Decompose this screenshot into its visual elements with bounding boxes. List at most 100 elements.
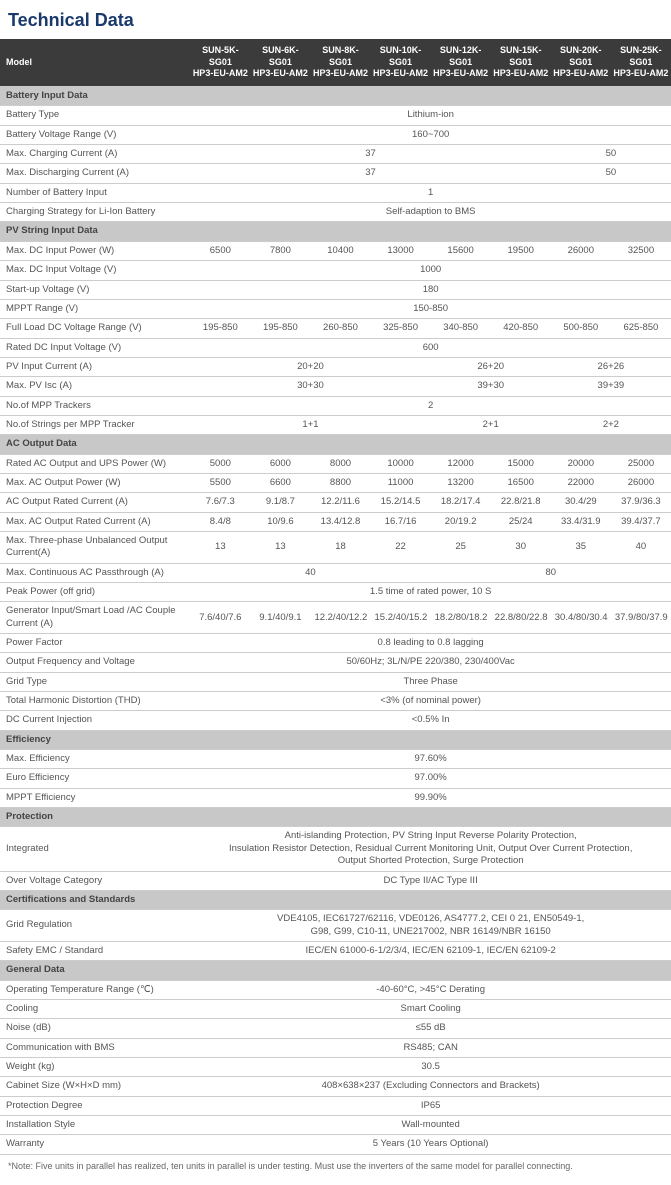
cell: 13200 <box>431 473 491 492</box>
cell: 10000 <box>371 454 431 473</box>
row-label: Start-up Voltage (V) <box>0 280 190 299</box>
col-model-6: SUN-20K-SG01HP3-EU-AM2 <box>551 39 611 87</box>
cell: 12.2/11.6 <box>310 493 370 512</box>
row-label: Warranty <box>0 1135 190 1154</box>
cell: 22.8/21.8 <box>491 493 551 512</box>
cell: 8800 <box>310 473 370 492</box>
row-label: Euro Efficiency <box>0 769 190 788</box>
cell: 12000 <box>431 454 491 473</box>
col-model-7: SUN-25K-SG01HP3-EU-AM2 <box>611 39 671 87</box>
cell: <3% (of nominal power) <box>190 692 671 711</box>
cell: 50/60Hz; 3L/N/PE 220/380, 230/400Vac <box>190 653 671 672</box>
spec-table: ModelSUN-5K-SG01HP3-EU-AM2SUN-6K-SG01HP3… <box>0 39 671 1155</box>
cell: 30+30 <box>190 377 430 396</box>
row-label: Max. Three-phase Unbalanced Output Curre… <box>0 531 190 563</box>
row-label: Max. PV Isc (A) <box>0 377 190 396</box>
row-label: Communication with BMS <box>0 1038 190 1057</box>
cell: 150-850 <box>190 299 671 318</box>
page-title: Technical Data <box>0 0 671 39</box>
cell: 13.4/12.8 <box>310 512 370 531</box>
row-label: Charging Strategy for Li-Ion Battery <box>0 203 190 222</box>
col-model-4: SUN-12K-SG01HP3-EU-AM2 <box>431 39 491 87</box>
cell: Wall-mounted <box>190 1115 671 1134</box>
col-model-5: SUN-15K-SG01HP3-EU-AM2 <box>491 39 551 87</box>
cell: 25000 <box>611 454 671 473</box>
row-label: Safety EMC / Standard <box>0 941 190 960</box>
row-label: Rated DC Input Voltage (V) <box>0 338 190 357</box>
row-label: Installation Style <box>0 1115 190 1134</box>
section-header: General Data <box>0 961 671 980</box>
row-label: Grid Regulation <box>0 910 190 942</box>
cell: 37 <box>190 145 550 164</box>
cell: 8.4/8 <box>190 512 250 531</box>
cell: 1.5 time of rated power, 10 S <box>190 583 671 602</box>
row-label: Battery Voltage Range (V) <box>0 125 190 144</box>
row-label: Total Harmonic Distortion (THD) <box>0 692 190 711</box>
cell: 16500 <box>491 473 551 492</box>
cell: 2 <box>190 396 671 415</box>
cell: 20+20 <box>190 357 430 376</box>
cell: 260-850 <box>310 319 370 338</box>
cell: 8000 <box>310 454 370 473</box>
row-label: DC Current Injection <box>0 711 190 730</box>
cell: 80 <box>431 563 671 582</box>
footnote: *Note: Five units in parallel has realiz… <box>0 1155 671 1185</box>
cell: -40-60°C, >45°C Derating <box>190 980 671 999</box>
cell: 25 <box>431 531 491 563</box>
row-label: Generator Input/Smart Load /AC Couple Cu… <box>0 602 190 634</box>
cell: 12.2/40/12.2 <box>310 602 370 634</box>
cell: 15.2/40/15.2 <box>371 602 431 634</box>
cell: Anti-islanding Protection, PV String Inp… <box>190 827 671 871</box>
cell: 9.1/40/9.1 <box>250 602 310 634</box>
cell: <0.5% In <box>190 711 671 730</box>
col-model-2: SUN-8K-SG01HP3-EU-AM2 <box>310 39 370 87</box>
cell: 26000 <box>611 473 671 492</box>
cell: 18.2/17.4 <box>431 493 491 512</box>
row-label: Protection Degree <box>0 1096 190 1115</box>
cell: 13000 <box>371 241 431 260</box>
cell: 195-850 <box>250 319 310 338</box>
col-model-1: SUN-6K-SG01HP3-EU-AM2 <box>250 39 310 87</box>
cell: 20000 <box>551 454 611 473</box>
cell: 30.4/80/30.4 <box>551 602 611 634</box>
cell: 0.8 leading to 0.8 lagging <box>190 634 671 653</box>
row-label: Over Voltage Category <box>0 871 190 890</box>
col-model-label: Model <box>0 39 190 87</box>
cell: 13 <box>250 531 310 563</box>
section-header: Certifications and Standards <box>0 890 671 909</box>
cell: 6000 <box>250 454 310 473</box>
cell: 7.6/40/7.6 <box>190 602 250 634</box>
row-label: Cooling <box>0 999 190 1018</box>
cell: 10/9.6 <box>250 512 310 531</box>
cell: 39+30 <box>431 377 551 396</box>
cell: 19500 <box>491 241 551 260</box>
row-label: Max. Continuous AC Passthrough (A) <box>0 563 190 582</box>
section-header: AC Output Data <box>0 435 671 454</box>
cell: 26+26 <box>551 357 671 376</box>
row-label: Power Factor <box>0 634 190 653</box>
row-label: Max. AC Output Power (W) <box>0 473 190 492</box>
cell: Three Phase <box>190 672 671 691</box>
section-header: Battery Input Data <box>0 87 671 106</box>
row-label: Number of Battery Input <box>0 183 190 202</box>
row-label: No.of MPP Trackers <box>0 396 190 415</box>
cell: 50 <box>551 145 671 164</box>
cell: 18.2/80/18.2 <box>431 602 491 634</box>
cell: 13 <box>190 531 250 563</box>
cell: 22000 <box>551 473 611 492</box>
cell: 37 <box>190 164 550 183</box>
row-label: No.of Strings per MPP Tracker <box>0 415 190 434</box>
cell: 195-850 <box>190 319 250 338</box>
cell: 340-850 <box>431 319 491 338</box>
cell: 7800 <box>250 241 310 260</box>
row-label: Output Frequency and Voltage <box>0 653 190 672</box>
row-label: Noise (dB) <box>0 1019 190 1038</box>
row-label: Full Load DC Voltage Range (V) <box>0 319 190 338</box>
row-label: Weight (kg) <box>0 1057 190 1076</box>
cell: Self-adaption to BMS <box>190 203 671 222</box>
row-label: Peak Power (off grid) <box>0 583 190 602</box>
cell: 5500 <box>190 473 250 492</box>
cell: 10400 <box>310 241 370 260</box>
col-model-3: SUN-10K-SG01HP3-EU-AM2 <box>371 39 431 87</box>
row-label: Cabinet Size (W×H×D mm) <box>0 1077 190 1096</box>
